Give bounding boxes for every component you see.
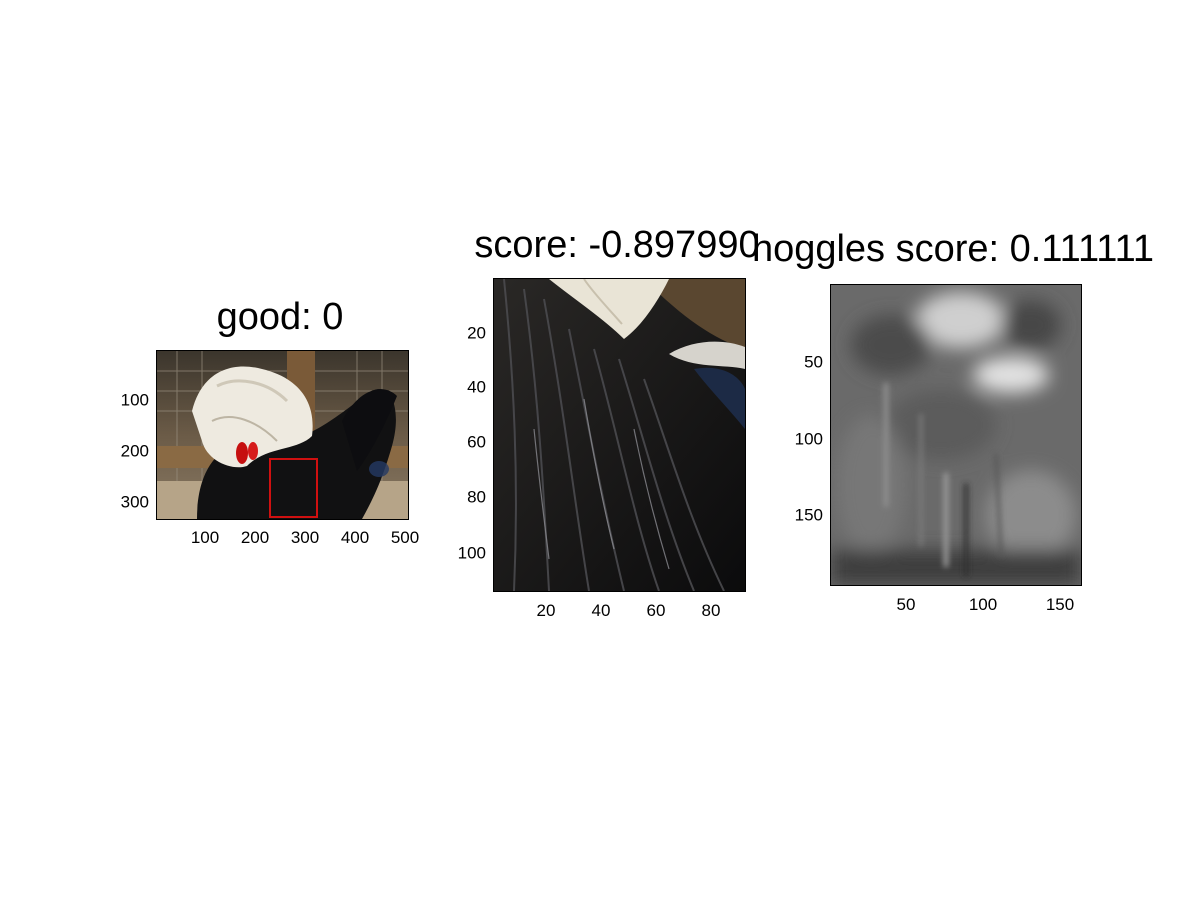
- plot-original-image: [156, 350, 409, 520]
- y-tick-label: 100: [120, 390, 149, 410]
- x-tick-label: 60: [646, 601, 666, 620]
- x-tick-label: 80: [701, 601, 721, 620]
- y-tick-label: 80: [467, 487, 486, 507]
- y-tick-label: 100: [794, 429, 823, 449]
- y-tick-label: 20: [467, 323, 486, 343]
- y-tick-label: 50: [804, 352, 823, 372]
- plot-hoggles-image: [830, 284, 1082, 586]
- panel-title-crop: score: -0.897990: [474, 224, 760, 266]
- x-tick-label: 20: [536, 601, 556, 620]
- rooster-photo-image: [157, 351, 408, 519]
- x-tick-label: 200: [240, 528, 270, 547]
- y-tick-label: 300: [120, 492, 149, 512]
- y-tick-label: 100: [457, 543, 486, 563]
- x-tick-label: 100: [190, 528, 220, 547]
- plot-crop-image: [493, 278, 746, 592]
- y-tick-label: 40: [467, 377, 486, 397]
- x-tick-label: 50: [896, 595, 916, 614]
- x-tick-label: 300: [290, 528, 320, 547]
- hoggles-grayscale-image: [831, 285, 1081, 585]
- x-tick-label: 150: [1045, 595, 1075, 614]
- x-tick-label: 40: [591, 601, 611, 620]
- panel-title-hoggles: hoggles score: 0.111111: [751, 228, 1155, 270]
- x-tick-label: 100: [968, 595, 998, 614]
- y-tick-label: 200: [120, 441, 149, 461]
- y-tick-label: 60: [467, 432, 486, 452]
- feather-crop-image: [494, 279, 745, 591]
- crop-highlight-box: [269, 458, 318, 518]
- x-tick-label: 500: [390, 528, 420, 547]
- x-tick-label: 400: [340, 528, 370, 547]
- y-tick-label: 150: [794, 505, 823, 525]
- panel-title-original: good: 0: [216, 296, 344, 338]
